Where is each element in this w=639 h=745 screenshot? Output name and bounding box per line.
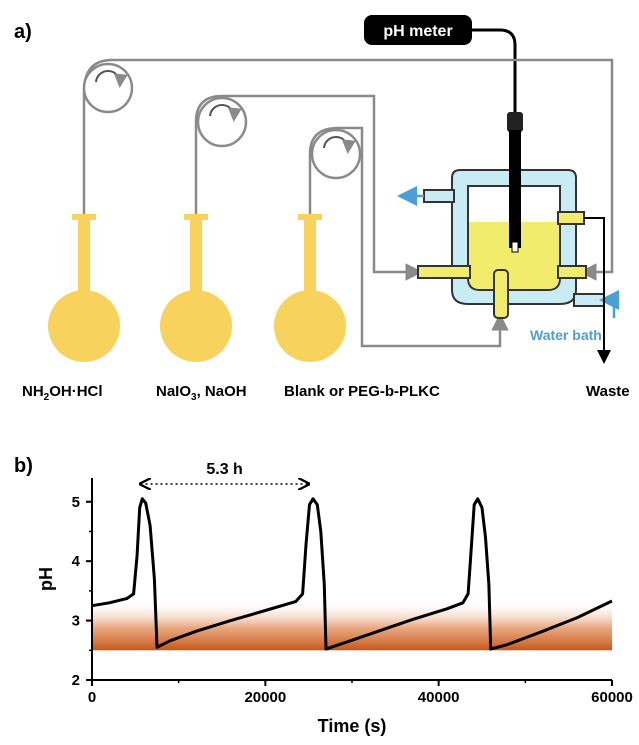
y-tick-label: 3 bbox=[72, 613, 80, 630]
y-axis-label: pH bbox=[36, 567, 56, 591]
ph-meter-label: pH meter bbox=[383, 23, 452, 40]
panel-a-label: a) bbox=[14, 21, 32, 43]
pump-2 bbox=[196, 96, 248, 148]
waste-label: Waste bbox=[586, 383, 630, 400]
reservoir-flasks bbox=[48, 214, 346, 362]
x-tick-label: 60000 bbox=[591, 689, 633, 706]
ph-time-chart: 0 20000 40000 60000 2 3 4 5 5.3 h Time (s) pH bbox=[36, 461, 633, 736]
y-tick-label: 2 bbox=[72, 672, 80, 689]
period-annotation: 5.3 h bbox=[141, 461, 309, 484]
low-ph-shaded-band bbox=[92, 599, 612, 651]
panel-a: a) pH meter bbox=[14, 15, 630, 403]
x-tick-label: 40000 bbox=[418, 689, 460, 706]
ph-probe bbox=[509, 130, 521, 248]
pump-2-rotation-icon bbox=[209, 104, 242, 122]
water-bath-label: Water bath bbox=[530, 327, 602, 343]
x-tick-label: 0 bbox=[88, 689, 96, 706]
reactor-inlet-right bbox=[557, 265, 587, 279]
reactor-solution bbox=[469, 222, 559, 289]
y-tick-label: 4 bbox=[72, 553, 81, 570]
reservoir-label-2: NaIO3, NaOH bbox=[156, 383, 247, 403]
waste-line bbox=[584, 217, 611, 364]
flask-1 bbox=[48, 214, 120, 362]
jacket-outlet-port bbox=[423, 189, 455, 203]
flask-2 bbox=[160, 214, 232, 362]
reactor-inlet-left bbox=[417, 265, 471, 279]
reservoir-label-3: Blank or PEG-b-PLKC bbox=[284, 383, 440, 400]
x-axis-label: Time (s) bbox=[318, 716, 387, 736]
flask-3 bbox=[274, 214, 346, 362]
pump-1-rotation-icon bbox=[95, 70, 128, 88]
tube-line-3 bbox=[308, 126, 509, 348]
ph-meter-box bbox=[364, 15, 472, 45]
jacket-inlet-port bbox=[573, 293, 605, 307]
reactor bbox=[417, 112, 605, 319]
ph-meter: pH meter bbox=[364, 15, 517, 112]
reservoir-label-1: NH2OH·HCl bbox=[22, 383, 103, 403]
ph-probe-cap bbox=[507, 112, 523, 132]
water-in-arrow-icon bbox=[599, 290, 619, 318]
ph-series-line bbox=[91, 497, 613, 651]
y-tick-label: 5 bbox=[72, 494, 80, 511]
pump-1 bbox=[82, 62, 134, 114]
ph-meter-cable bbox=[472, 28, 517, 112]
reactor-overflow-port bbox=[557, 211, 585, 225]
pump-3-rotation-icon bbox=[323, 136, 356, 154]
x-tick-label: 20000 bbox=[244, 689, 286, 706]
panel-b: b) 0 20000 40000 60000 2 3 4 5 5.3 h Time (s) p… bbox=[14, 455, 633, 736]
period-label: 5.3 h bbox=[206, 461, 242, 478]
tube-line-2 bbox=[194, 94, 423, 281]
ph-probe-tip bbox=[511, 241, 519, 253]
pump-3 bbox=[310, 128, 362, 180]
reactor-bottom-inlet bbox=[493, 269, 509, 319]
panel-b-label: b) bbox=[14, 455, 33, 477]
chart-ticks: 0 20000 40000 60000 2 3 4 5 bbox=[72, 494, 633, 706]
